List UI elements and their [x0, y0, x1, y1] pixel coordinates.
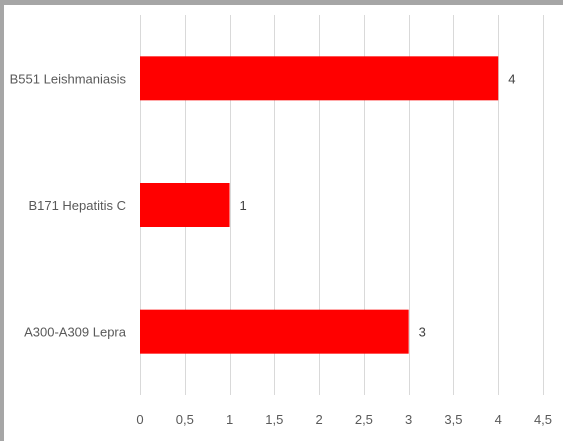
bars	[140, 56, 499, 354]
x-axis-tick-labels: 0 0,5 1 1,5 2 2,5 3 3,5 4 4,5	[136, 412, 552, 427]
x-tick-label: 2,5	[355, 412, 373, 427]
x-tick-label: 4	[495, 412, 502, 427]
data-label: 3	[419, 325, 426, 340]
category-label: B171 Hepatitis C	[28, 198, 126, 213]
category-label: B551 Leishmaniasis	[10, 71, 127, 86]
data-labels: 4 1 3	[240, 71, 516, 339]
data-label: 4	[508, 71, 515, 86]
bar	[140, 309, 409, 354]
bar	[140, 183, 230, 227]
x-tick-label: 3	[405, 412, 412, 427]
frame-left-border	[0, 0, 4, 441]
x-tick-label: 3,5	[444, 412, 462, 427]
frame-top-border	[0, 0, 563, 5]
x-tick-label: 4,5	[534, 412, 552, 427]
x-tick-label: 1	[226, 412, 233, 427]
x-tick-label: 1,5	[265, 412, 283, 427]
x-tick-label: 0,5	[176, 412, 194, 427]
bar	[140, 56, 499, 101]
category-label: A300-A309 Lepra	[24, 325, 127, 340]
x-tick-label: 2	[315, 412, 322, 427]
x-tick-label: 0	[136, 412, 143, 427]
data-label: 1	[240, 198, 247, 213]
category-labels: B551 Leishmaniasis B171 Hepatitis C A300-A…	[10, 71, 127, 339]
